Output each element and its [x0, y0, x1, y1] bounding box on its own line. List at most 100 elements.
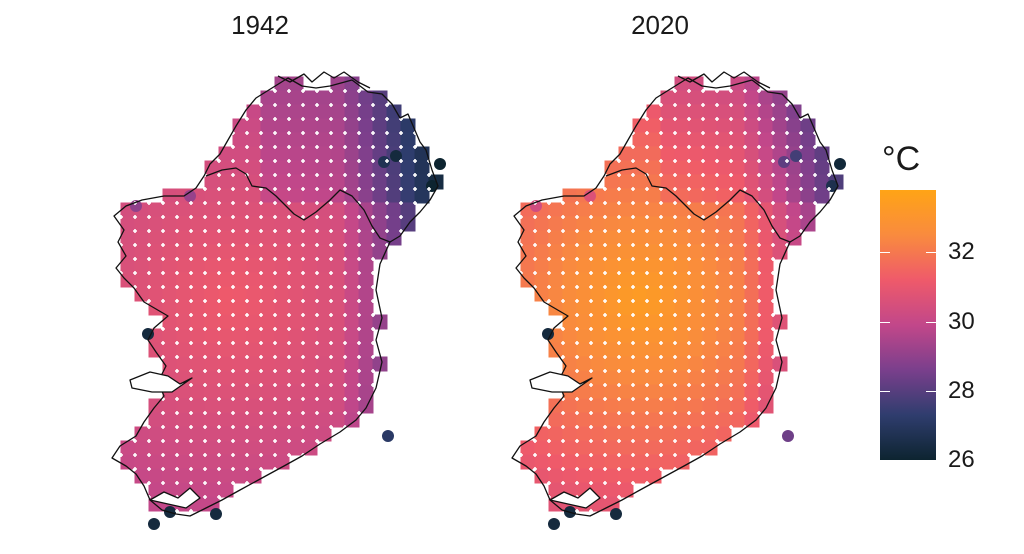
grid-cell: [604, 454, 620, 470]
grid-marker: [357, 369, 361, 373]
grid-marker: [687, 201, 691, 205]
grid-cell: [548, 258, 564, 274]
grid-marker: [701, 383, 705, 387]
grid-cell: [190, 244, 206, 260]
grid-marker: [785, 131, 789, 135]
grid-marker: [589, 271, 593, 275]
grid-marker: [547, 201, 551, 205]
grid-marker: [687, 117, 691, 121]
grid-marker: [231, 229, 235, 233]
grid-cell: [358, 300, 374, 316]
grid-cell: [176, 440, 192, 456]
grid-marker: [729, 257, 733, 261]
grid-cell: [246, 300, 262, 316]
grid-marker: [287, 229, 291, 233]
grid-marker: [273, 355, 277, 359]
grid-cell: [204, 258, 220, 274]
grid-cell: [702, 272, 718, 288]
grid-cell: [646, 370, 662, 386]
grid-cell: [232, 160, 248, 176]
grid-marker: [203, 299, 207, 303]
grid-cell: [176, 272, 192, 288]
grid-cell: [246, 174, 262, 190]
grid-cell: [702, 216, 718, 232]
grid-cell: [330, 272, 346, 288]
grid-cell: [260, 118, 276, 134]
grid-cell: [330, 132, 346, 148]
grid-marker: [273, 397, 277, 401]
coastal-point: [834, 158, 846, 170]
grid-marker: [701, 201, 705, 205]
grid-cell: [148, 216, 164, 232]
grid-cell: [604, 188, 620, 204]
grid-marker: [203, 201, 207, 205]
grid-marker: [329, 355, 333, 359]
grid-marker: [259, 397, 263, 401]
grid-marker: [245, 187, 249, 191]
grid-cell: [758, 314, 774, 330]
grid-cell: [302, 286, 318, 302]
grid-marker: [343, 411, 347, 415]
grid-marker: [413, 145, 417, 149]
grid-cell: [386, 216, 402, 232]
grid-cell: [674, 384, 690, 400]
grid-marker: [673, 313, 677, 317]
grid-marker: [659, 341, 663, 345]
grid-cell: [274, 258, 290, 274]
grid-marker: [561, 229, 565, 233]
grid-marker: [245, 341, 249, 345]
grid-marker: [301, 285, 305, 289]
grid-marker: [715, 439, 719, 443]
grid-marker: [729, 117, 733, 121]
grid-marker: [175, 201, 179, 205]
grid-marker: [659, 327, 663, 331]
grid-marker: [771, 187, 775, 191]
grid-cell: [330, 328, 346, 344]
grid-cell: [576, 286, 592, 302]
grid-cell: [758, 132, 774, 148]
grid-marker: [203, 467, 207, 471]
grid-marker: [673, 243, 677, 247]
grid-cell: [562, 328, 578, 344]
grid-cell: [316, 286, 332, 302]
grid-cell: [204, 342, 220, 358]
grid-cell: [414, 188, 430, 204]
grid-cell: [302, 216, 318, 232]
grid-cell: [232, 174, 248, 190]
grid-cell: [646, 146, 662, 162]
grid-cell: [372, 314, 388, 330]
grid-marker: [673, 355, 677, 359]
grid-marker: [603, 467, 607, 471]
grid-cell: [232, 258, 248, 274]
grid-marker: [631, 187, 635, 191]
grid-cell: [246, 104, 262, 120]
grid-marker: [645, 327, 649, 331]
grid-marker: [203, 369, 207, 373]
grid-marker: [743, 145, 747, 149]
grid-marker: [673, 383, 677, 387]
grid-cell: [674, 398, 690, 414]
grid-cell: [632, 454, 648, 470]
grid-cell: [288, 300, 304, 316]
coastal-point: [778, 156, 790, 168]
grid-marker: [701, 285, 705, 289]
grid-marker: [743, 117, 747, 121]
grid-cell: [218, 426, 234, 442]
coastal-point: [148, 518, 160, 530]
grid-marker: [343, 243, 347, 247]
grid-cell: [260, 272, 276, 288]
grid-cell: [274, 160, 290, 176]
grid-cell: [120, 216, 136, 232]
grid-cell: [674, 174, 690, 190]
grid-marker: [645, 355, 649, 359]
grid-marker: [617, 313, 621, 317]
grid-marker: [743, 187, 747, 191]
grid-cell: [176, 244, 192, 260]
grid-marker: [357, 341, 361, 345]
grid-marker: [259, 201, 263, 205]
grid-marker: [161, 411, 165, 415]
grid-cell: [674, 412, 690, 428]
grid-marker: [399, 229, 403, 233]
grid-marker: [659, 173, 663, 177]
grid-marker: [189, 215, 193, 219]
